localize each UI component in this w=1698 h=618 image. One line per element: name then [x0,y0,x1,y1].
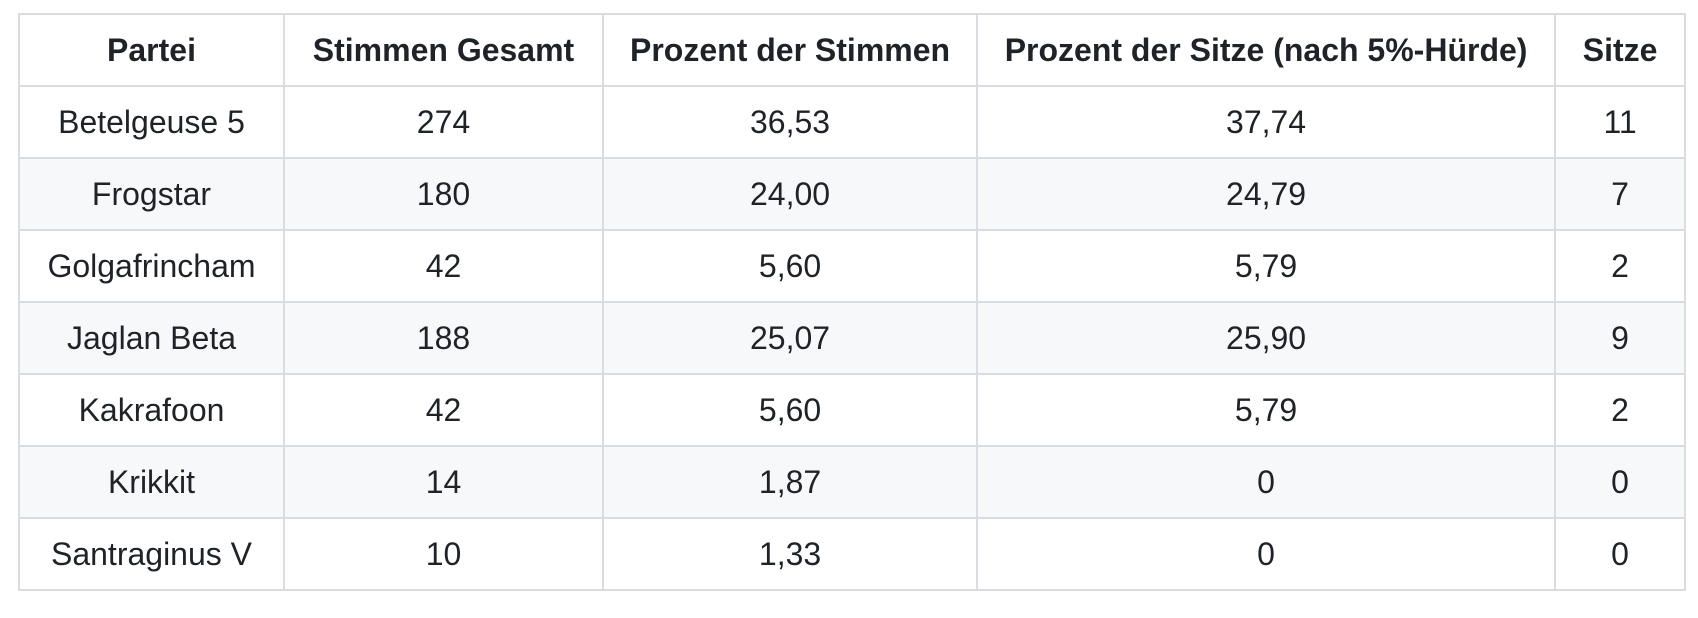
value-cell: 25,07 [601,301,979,375]
value-cell: 5,79 [976,373,1557,447]
value-cell: 0 [1554,517,1687,591]
party-name-cell: Frogstar [18,157,285,231]
value-cell: 42 [283,229,604,303]
party-name-cell: Golgafrincham [18,229,285,303]
value-cell: 36,53 [601,85,979,159]
column-header-sitze: Sitze [1554,13,1687,87]
value-cell: 7 [1554,157,1687,231]
value-cell: 188 [283,301,604,375]
value-cell: 5,79 [976,229,1557,303]
value-cell: 11 [1554,85,1687,159]
value-cell: 0 [1554,445,1687,519]
party-name-cell: Kakrafoon [18,373,285,447]
value-cell: 1,33 [601,517,979,591]
party-name-cell: Jaglan Beta [18,301,285,375]
table-row: Golgafrincham 42 5,60 5,79 2 [18,229,1687,303]
value-cell: 180 [283,157,604,231]
value-cell: 24,79 [976,157,1557,231]
value-cell: 274 [283,85,604,159]
column-header-stimmen-gesamt: Stimmen Gesamt [283,13,604,87]
table-row: Betelgeuse 5 274 36,53 37,74 11 [18,85,1687,159]
party-name-cell: Betelgeuse 5 [18,85,285,159]
table-row: Krikkit 14 1,87 0 0 [18,445,1687,519]
table-row: Kakrafoon 42 5,60 5,79 2 [18,373,1687,447]
value-cell: 2 [1554,229,1687,303]
value-cell: 0 [976,445,1557,519]
value-cell: 42 [283,373,604,447]
value-cell: 9 [1554,301,1687,375]
value-cell: 10 [283,517,604,591]
value-cell: 2 [1554,373,1687,447]
table-header-row: Partei Stimmen Gesamt Prozent der Stimmen P… [18,13,1687,87]
election-results-table-container: Partei Stimmen Gesamt Prozent der Stimmen P… [18,13,1687,591]
value-cell: 37,74 [976,85,1557,159]
party-name-cell: Krikkit [18,445,285,519]
value-cell: 5,60 [601,229,979,303]
column-header-prozent-der-stimmen: Prozent der Stimmen [601,13,979,87]
value-cell: 14 [283,445,604,519]
table-row: Frogstar 180 24,00 24,79 7 [18,157,1687,231]
column-header-prozent-der-sitze: Prozent der Sitze (nach 5%-Hürde) [976,13,1557,87]
column-header-partei: Partei [18,13,285,87]
value-cell: 5,60 [601,373,979,447]
election-results-table: Partei Stimmen Gesamt Prozent der Stimmen P… [18,13,1687,591]
value-cell: 25,90 [976,301,1557,375]
party-name-cell: Santraginus V [18,517,285,591]
table-row: Santraginus V 10 1,33 0 0 [18,517,1687,591]
value-cell: 1,87 [601,445,979,519]
value-cell: 24,00 [601,157,979,231]
value-cell: 0 [976,517,1557,591]
table-row: Jaglan Beta 188 25,07 25,90 9 [18,301,1687,375]
